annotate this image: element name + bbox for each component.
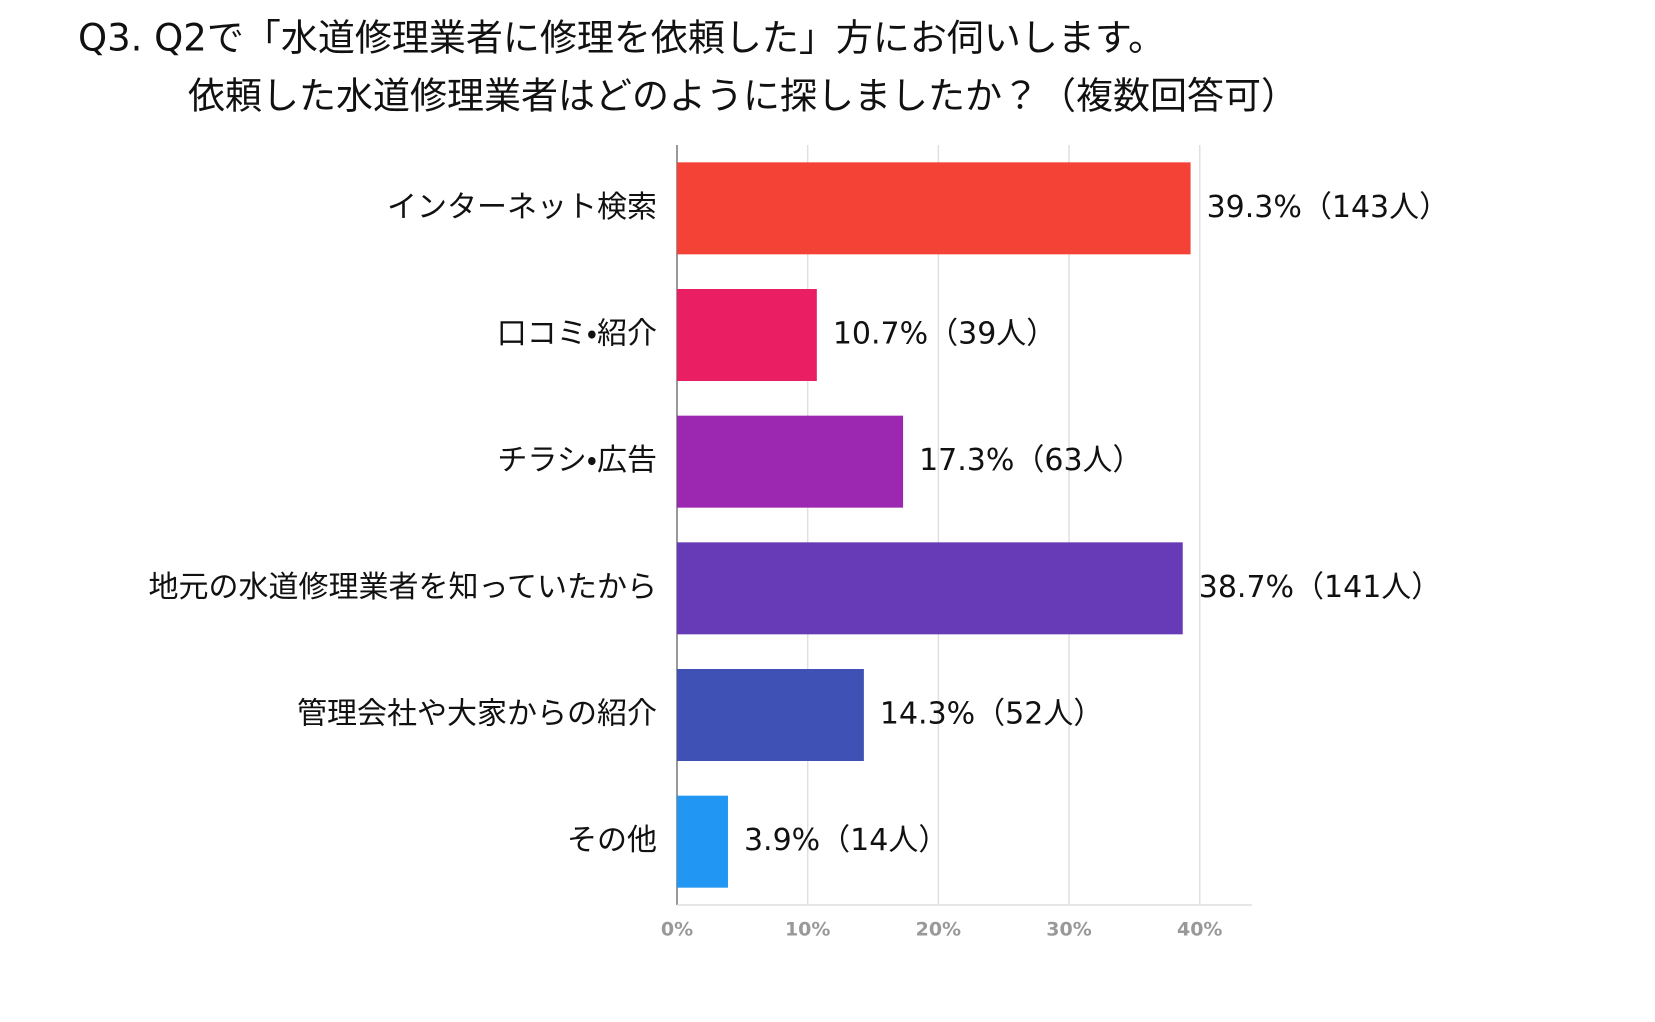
bar bbox=[677, 669, 864, 761]
chart-title: 依頼した水道修理業者はどのように探しましたか？（複数回答可） bbox=[188, 75, 1298, 118]
x-tick-label: 40% bbox=[1177, 919, 1222, 941]
y-tick-label: 口コミ・紹介 bbox=[497, 317, 657, 352]
y-tick-label: インターネット検索 bbox=[387, 190, 657, 225]
y-tick-label: その他 bbox=[567, 823, 657, 858]
bar bbox=[677, 162, 1191, 255]
bar bbox=[677, 415, 904, 508]
bar bbox=[677, 795, 728, 888]
x-tick-label: 0% bbox=[661, 919, 693, 941]
y-tick-label: 地元の水道修理業者を知っていたから bbox=[149, 570, 658, 605]
x-tick-label: 20% bbox=[916, 919, 961, 941]
x-tick-label: 30% bbox=[1046, 919, 1091, 941]
value-label: 39.3%（143人） bbox=[1207, 190, 1450, 225]
bar bbox=[677, 542, 1183, 635]
y-tick-label: 管理会社や大家からの紹介 bbox=[297, 697, 657, 732]
value-label: 38.7%（141人） bbox=[1199, 570, 1442, 605]
value-label: 10.7%（39人） bbox=[833, 317, 1056, 352]
x-tick-label: 10% bbox=[785, 919, 830, 941]
bar bbox=[677, 289, 817, 381]
value-label: 14.3%（52人） bbox=[880, 697, 1103, 732]
value-label: 17.3%（63人） bbox=[919, 443, 1142, 478]
value-label: 3.9%（14人） bbox=[744, 823, 948, 858]
y-tick-label: チラシ・広告 bbox=[497, 443, 657, 478]
chart-title: Q3. Q2で「水道修理業者に修理を依頼した」方にお伺いします。 bbox=[78, 17, 1165, 60]
